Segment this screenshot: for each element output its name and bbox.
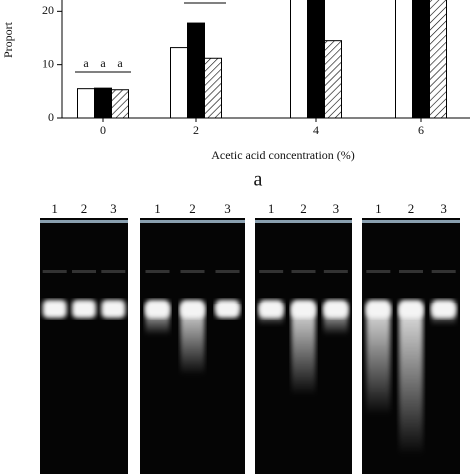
faint-band	[323, 270, 348, 273]
lane-label: 1	[154, 201, 161, 216]
dna-band	[291, 300, 316, 318]
lane-label: 2	[81, 201, 88, 216]
bar	[395, 0, 413, 119]
bar	[412, 0, 430, 119]
dna-band	[259, 300, 284, 318]
significance-letter: a	[100, 56, 106, 70]
faint-band	[215, 270, 240, 273]
faint-band	[259, 270, 284, 273]
gel-well-line	[40, 220, 128, 223]
bar	[204, 57, 222, 119]
x-tick-label: 6	[418, 123, 424, 137]
gel-well-line	[255, 220, 352, 223]
bar	[170, 47, 188, 119]
faint-band	[431, 270, 456, 273]
significance-letter: a	[83, 56, 89, 70]
faint-band	[291, 270, 316, 273]
bar	[187, 22, 205, 119]
x-tick-label: 2	[193, 123, 199, 137]
lane-label: 3	[440, 201, 447, 216]
bar	[111, 89, 129, 119]
x-tick-label: 4	[313, 123, 319, 137]
y-axis-label: Proport	[1, 21, 15, 58]
faint-band	[72, 270, 96, 273]
faint-band	[145, 270, 170, 273]
dna-band	[101, 300, 126, 318]
bar	[290, 0, 308, 119]
dna-band	[366, 300, 391, 318]
faint-band	[399, 270, 423, 273]
dna-band	[399, 300, 423, 318]
lane-label: 1	[268, 201, 275, 216]
lane-label: 1	[375, 201, 382, 216]
panel-label: a	[254, 169, 263, 191]
y-tick-label: 10	[42, 56, 54, 70]
bar	[94, 87, 112, 119]
dna-smear	[399, 305, 423, 455]
bar	[429, 0, 447, 119]
faint-band	[42, 270, 67, 273]
bar	[307, 0, 325, 119]
bar	[324, 40, 342, 119]
dna-band	[323, 300, 348, 318]
dna-band	[215, 300, 240, 318]
gel-well-line	[140, 220, 245, 223]
lane-label: 2	[189, 201, 196, 216]
lane-label: 3	[333, 201, 340, 216]
dna-smear	[366, 305, 391, 415]
plot-area	[77, 0, 447, 119]
x-axis-label: Acetic acid concentration (%)	[211, 148, 355, 162]
lane-label: 3	[224, 201, 231, 216]
lane-label: 2	[300, 201, 307, 216]
y-tick-label: 0	[48, 110, 54, 124]
gel-well-line	[362, 220, 460, 223]
significance-letter: a	[117, 56, 123, 70]
bar	[77, 88, 95, 119]
lane-label: 3	[110, 201, 117, 216]
faint-band	[180, 270, 205, 273]
dna-band	[145, 300, 170, 318]
faint-band	[101, 270, 126, 273]
gel-panel	[40, 218, 128, 474]
gel-images: 1 2 3 1 2 3 1 2 3 1 2 3	[40, 201, 460, 474]
dna-band	[72, 300, 96, 318]
dna-band	[42, 300, 67, 318]
dna-smear	[291, 305, 316, 395]
dna-band	[180, 300, 205, 318]
faint-band	[366, 270, 391, 273]
lane-label: 1	[51, 201, 58, 216]
x-tick-label: 0	[100, 123, 106, 137]
dna-band	[431, 300, 456, 318]
y-tick-label: 20	[42, 3, 54, 17]
lane-label: 2	[408, 201, 415, 216]
